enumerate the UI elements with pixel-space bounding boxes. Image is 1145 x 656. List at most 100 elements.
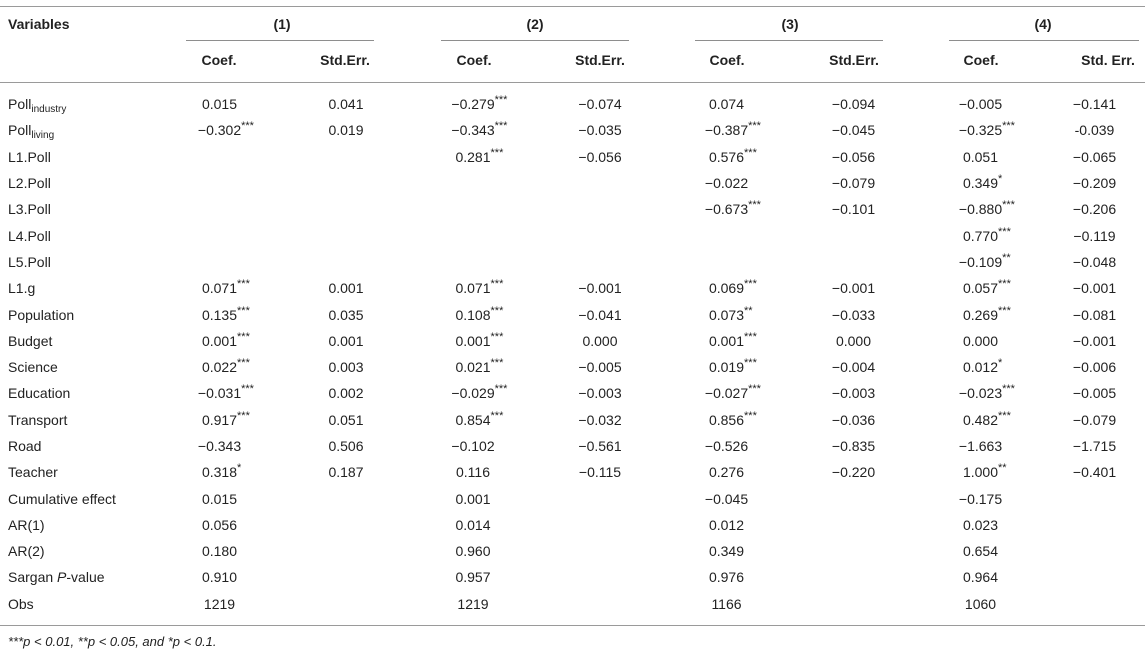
table-row: Science 0.022 *** 0.003 0.021 *** −0.005 0.019 *… [0,354,1145,380]
stderr-cell [1044,538,1145,564]
cell-value-wrap: −0.035 [578,122,621,138]
stderr-cell [1044,485,1145,511]
stderr-cell: −0.001 [1044,328,1145,354]
variable-name: Poll [8,96,32,113]
top-rule [0,6,1145,7]
cell-value: −0.101 [831,201,876,218]
cell-value-wrap: −0.005 [959,96,1002,112]
variable-name: L3.Poll [8,201,51,218]
cell-value-wrap: 0.074 [709,96,744,112]
cell-value-wrap: 0.073 ** [709,305,753,323]
coef-cell: 1166 [663,591,790,617]
cell-value: 1.000 [962,464,999,481]
results-body: Pollindustry 0.015 0.041 −0.279 *** −0.074 0.0… [0,91,1145,617]
stderr-cell: −0.005 [1044,380,1145,406]
cell-value-wrap: −0.561 [578,438,621,454]
cell-value-wrap: 0.051 [328,412,363,428]
coef-cell: 0.318 * [156,459,283,485]
cell-value-wrap: 0.116 [456,464,490,480]
cell-value-wrap: −0.079 [832,175,875,191]
cell-value: −0.209 [1072,175,1117,192]
coef-cell: 1060 [917,591,1044,617]
cell-value: −0.279 [451,96,495,113]
coef-cell: −0.880 *** [917,196,1044,222]
cell-value-wrap: −0.005 [1073,385,1116,401]
table-row: L1.g 0.071 *** 0.001 0.071 *** −0.001 0.069 *** −… [0,275,1145,301]
variable-label: Teacher [0,459,156,485]
significance-stars: * [998,357,1003,370]
cell-value: 0.021 [455,359,491,376]
significance-stars: *** [237,409,250,422]
cell-value: −0.343 [451,122,495,139]
cell-value-wrap: −0.036 [832,412,875,428]
model-2-header: (2) [526,16,544,32]
variable-label: Obs [0,591,156,617]
results-table: Pollindustry 0.015 0.041 −0.279 *** −0.074 0.0… [0,91,1145,617]
stderr-header-3: Std.Err. [829,52,879,68]
variable-name: L1.Poll [8,148,51,165]
cell-value-wrap: −0.022 [705,175,748,191]
stderr-cell: −0.220 [790,459,917,485]
stderr-cell: −0.035 [537,117,663,143]
stderr-cell [1044,512,1145,538]
cell-value-wrap: −0.119 [1073,228,1115,244]
cell-value-wrap: −0.074 [578,96,621,112]
cell-value-wrap: 1219 [204,596,235,612]
cell-value: 0.000 [582,332,618,349]
cell-value: −0.045 [831,122,876,139]
variable-name: Education [8,385,71,402]
stderr-cell: −0.003 [790,380,917,406]
cell-value: −0.041 [578,306,622,323]
cell-value-wrap: −0.141 [1073,96,1116,112]
cell-value: 0.051 [962,148,999,165]
cell-value: −0.206 [1072,201,1117,218]
cell-value-wrap: 0.000 [963,333,998,349]
stderr-cell: 0.051 [283,407,409,433]
significance-stars: *** [744,278,757,291]
cell-value: 0.187 [328,464,364,481]
coef-header-1: Coef. [201,52,237,68]
cell-value-wrap: 0.770 *** [963,226,1011,244]
variable-label: Sargan P-value [0,564,156,590]
cell-value-wrap: 0.000 [582,333,617,349]
significance-stars: *** [237,357,250,370]
coef-cell: 0.069 *** [663,275,790,301]
coef-cell [156,249,283,275]
cell-value-wrap: −0.029 *** [451,383,507,401]
coef-cell: 0.180 [156,538,283,564]
cell-value-wrap: 0.001 *** [709,331,757,349]
table-row: Obs 1219 1219 1166 1060 [0,591,1145,617]
coef-cell: −0.526 [663,433,790,459]
cell-value: −0.119 [1073,227,1116,244]
variable-name: Population [8,306,75,323]
cell-value-wrap: 0.910 [202,569,237,585]
coef-cell: −0.279 *** [409,91,537,117]
coef-cell: 0.349 * [917,170,1044,196]
cell-value-wrap: −0.279 *** [451,94,507,113]
table-row: L4.Poll 0.770 *** −0.119 [0,222,1145,248]
coef-cell: 0.976 [663,564,790,590]
cell-value: −0.023 [958,385,1003,402]
table-row: Budget 0.001 *** 0.001 0.001 *** 0.000 0.001 ***… [0,328,1145,354]
coef-cell: −0.343 *** [409,117,537,143]
cell-value-wrap: 0.964 [963,569,998,585]
cell-value-wrap: −0.001 [578,280,621,296]
stderr-cell: −0.065 [1044,144,1145,170]
significance-stars: *** [490,330,504,343]
stderr-cell [790,222,917,248]
cell-value: −0.045 [704,490,749,507]
variable-label: Pollindustry [0,91,156,117]
variable-label: L1.Poll [0,144,156,170]
stderr-header-1: Std.Err. [320,52,370,68]
significance-footnote: ***p < 0.01, **p < 0.05, and *p < 0.1. [8,634,217,649]
stderr-cell: −0.074 [537,91,663,117]
cell-value: 0.015 [201,96,238,113]
cell-value: −0.081 [1072,306,1117,323]
cell-value: −0.022 [704,175,749,192]
coef-cell: 0.057 *** [917,275,1044,301]
stderr-header-2: Std.Err. [575,52,625,68]
variable-name: AR(2) [8,543,45,560]
significance-stars: *** [1002,120,1015,133]
cell-value: 0.035 [328,306,364,323]
cell-value-wrap: −0.056 [578,149,621,165]
